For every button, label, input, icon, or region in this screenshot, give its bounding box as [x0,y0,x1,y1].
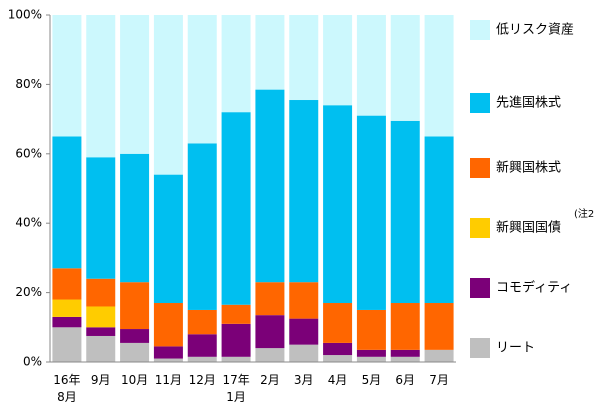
bar-segment [255,15,285,90]
bar-segment [323,15,353,106]
bar-segment [390,356,420,362]
bar-segment [390,349,420,357]
bar-segment [153,358,183,362]
x-tick-label: 12月 [189,373,216,387]
bar-segment [323,355,353,362]
y-tick-label: 80% [15,77,42,91]
bar-segment [424,303,454,350]
x-tick-label: 7月 [429,373,449,387]
bar-segment [153,174,183,304]
bar-segment [86,335,116,362]
bar-segment [120,282,150,330]
bar-segment [221,304,251,324]
bar-segment [86,278,116,307]
bar-segment [221,323,251,357]
bar-segment [424,349,454,362]
bar-segment [52,316,82,328]
annotation: (注2 [574,207,594,220]
x-tick-label: 2月 [260,373,280,387]
bar-segment [120,342,150,362]
bar-segment [424,136,454,304]
bar-segment [187,143,217,310]
bar-segment [255,348,285,362]
bar-segment [52,299,82,317]
bar-segment [390,15,420,121]
legend-label: リート [496,341,535,356]
bar-segment [187,356,217,362]
bar-segment [120,329,150,343]
bar-segment [356,15,386,116]
x-tick-label: 9月 [91,373,111,387]
legend-swatch [470,20,490,40]
bar-segment [255,282,285,316]
legend-swatch [470,338,490,358]
bar-segment [323,303,353,343]
bar-segment [187,15,217,144]
bar-segment [424,15,454,137]
bar-segment [52,268,82,300]
x-tick-label: 5月 [362,373,382,387]
bar-segment [356,349,386,357]
bar-segment [289,344,319,362]
x-tick-label: 10月 [121,373,148,387]
legend-label: 新興国国債 [496,220,561,236]
x-tick-label: 4月 [328,373,348,387]
legend-label: 新興国株式 [496,160,561,176]
bar-segment [356,115,386,310]
bar-segment [86,15,116,158]
bar-segment [153,15,183,175]
bar-segment [289,318,319,345]
bar-segment [323,342,353,356]
bar-segment [221,356,251,362]
bar-segment [356,356,386,362]
y-tick-label: 0% [23,355,42,369]
bar-segment [187,334,217,357]
bar-segment [390,120,420,304]
bar-segment [221,112,251,305]
bar-segment [120,153,150,283]
y-tick-label: 60% [15,146,42,160]
bar-segment [86,306,116,328]
x-tick-label: 11月 [155,373,182,387]
bar-segment [289,282,319,319]
legend-swatch [470,278,490,298]
bar-segment [120,15,150,154]
bar-segment [153,303,183,347]
x-tick-label: 3月 [294,373,314,387]
bar-segment [390,303,420,350]
bar-segment [289,15,319,101]
x-tick-label: 6月 [395,373,415,387]
legend-swatch [470,93,490,113]
bar-segment [153,346,183,359]
y-tick-label: 40% [15,216,42,230]
bar-segment [255,315,285,349]
bar-segment [323,105,353,304]
bar-segment [356,309,386,350]
x-tick-label: 17年 1月 [222,373,249,404]
legend-label: 低リスク資産 [496,22,574,38]
bar-segment [221,15,251,113]
bar-segment [86,327,116,336]
bar-segment [52,15,82,137]
legend-label: 先進国株式 [496,96,561,111]
bar-segment [289,100,319,283]
legend-swatch [470,158,490,178]
bar-segment [52,327,82,362]
bar-segment [187,309,217,335]
y-tick-label: 100% [8,8,42,22]
x-tick-label: 16年 8月 [53,373,80,404]
bar-segment [255,89,285,283]
legend-swatch [470,218,490,238]
y-tick-label: 20% [15,285,42,299]
bar-segment [86,157,116,279]
bar-segment [52,136,82,269]
legend-label: コモディティ [496,280,572,296]
